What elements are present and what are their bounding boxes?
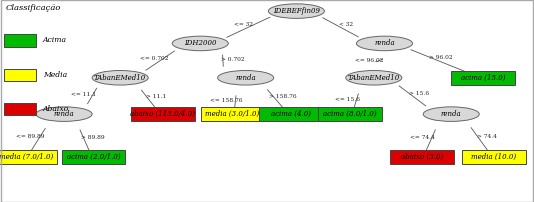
- Text: > 74.4: > 74.4: [477, 134, 497, 139]
- Text: IDH2000: IDH2000: [184, 39, 216, 47]
- Text: <= 32: <= 32: [234, 22, 253, 27]
- Text: renda: renda: [54, 110, 74, 118]
- Text: > 15.6: > 15.6: [409, 91, 429, 96]
- Text: acima (2.0/1.0): acima (2.0/1.0): [67, 153, 120, 161]
- Text: TAbanEMed10: TAbanEMed10: [348, 74, 400, 82]
- FancyBboxPatch shape: [390, 149, 454, 164]
- Ellipse shape: [268, 4, 325, 18]
- FancyBboxPatch shape: [0, 149, 58, 164]
- Text: <= 96.02: <= 96.02: [355, 58, 383, 63]
- Text: > 158.76: > 158.76: [269, 94, 297, 99]
- Text: renda: renda: [441, 110, 461, 118]
- Text: Classificação: Classificação: [5, 4, 61, 12]
- Text: acima (8.0/1.0): acima (8.0/1.0): [323, 110, 376, 118]
- FancyBboxPatch shape: [318, 107, 381, 121]
- Text: > 96.02: > 96.02: [429, 55, 453, 60]
- Ellipse shape: [36, 107, 92, 121]
- Text: abaixo (115.0/4.0): abaixo (115.0/4.0): [130, 110, 195, 118]
- Text: < 32: < 32: [339, 22, 353, 27]
- Text: acima (4.0): acima (4.0): [271, 110, 311, 118]
- Text: renda: renda: [235, 74, 256, 82]
- Text: > 0.702: > 0.702: [221, 57, 244, 62]
- Ellipse shape: [345, 70, 402, 85]
- Text: > 11.1: > 11.1: [146, 94, 167, 99]
- FancyBboxPatch shape: [201, 107, 264, 121]
- Text: renda: renda: [374, 39, 395, 47]
- Text: media (10.0): media (10.0): [472, 153, 516, 161]
- Text: <= 158.76: <= 158.76: [210, 98, 242, 103]
- Text: Acima: Acima: [43, 36, 67, 44]
- Text: media (3.0/1.0): media (3.0/1.0): [205, 110, 260, 118]
- Text: <= 74.4: <= 74.4: [410, 135, 435, 140]
- Ellipse shape: [172, 36, 229, 51]
- FancyBboxPatch shape: [452, 71, 515, 85]
- Text: Abaixo: Abaixo: [43, 105, 69, 113]
- FancyBboxPatch shape: [131, 107, 194, 121]
- FancyBboxPatch shape: [4, 68, 36, 81]
- Text: Media: Media: [43, 71, 67, 79]
- Text: <= 15.6: <= 15.6: [335, 97, 359, 102]
- FancyBboxPatch shape: [4, 34, 36, 46]
- Ellipse shape: [423, 107, 480, 121]
- FancyBboxPatch shape: [4, 103, 36, 115]
- Text: abaixo (3.0): abaixo (3.0): [400, 153, 443, 161]
- Text: > 89.89: > 89.89: [81, 135, 105, 140]
- Ellipse shape: [218, 70, 274, 85]
- Text: IDEBEFfin09: IDEBEFfin09: [273, 7, 320, 15]
- Text: <= 11.1: <= 11.1: [71, 92, 96, 97]
- Ellipse shape: [92, 70, 148, 85]
- Ellipse shape: [356, 36, 412, 51]
- Text: <= 89.89: <= 89.89: [16, 134, 45, 139]
- Text: TAbanEMed10: TAbanEMed10: [94, 74, 146, 82]
- FancyBboxPatch shape: [260, 107, 323, 121]
- Text: media (7.0/1.0): media (7.0/1.0): [0, 153, 53, 161]
- Text: <= 0.702: <= 0.702: [140, 56, 168, 61]
- FancyBboxPatch shape: [462, 149, 526, 164]
- FancyBboxPatch shape: [61, 149, 125, 164]
- Text: acima (15.0): acima (15.0): [461, 74, 506, 82]
